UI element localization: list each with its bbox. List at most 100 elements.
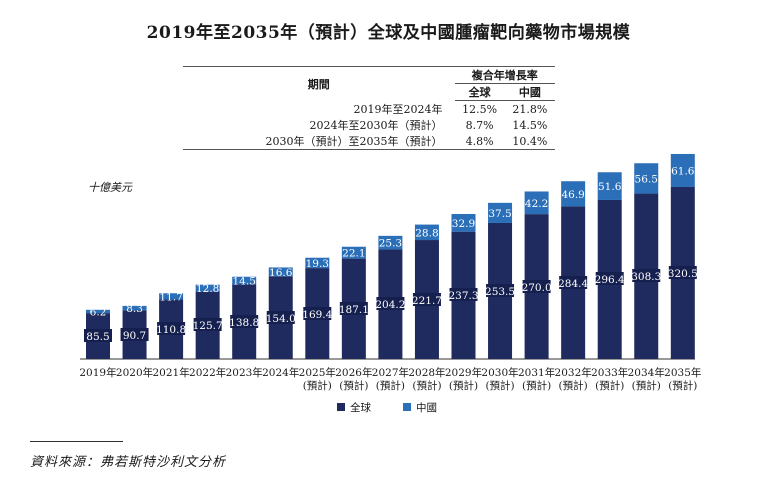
china-value-label: 37.5 xyxy=(488,208,511,220)
x-tick-label: 2019年 xyxy=(79,366,116,379)
legend-swatch-china xyxy=(403,403,411,411)
x-tick-sublabel: (預計) xyxy=(449,379,478,392)
global-value-box xyxy=(193,318,222,331)
x-tick-label: 2020年 xyxy=(116,366,153,379)
china-value-label: 56.5 xyxy=(635,173,658,185)
global-value-box xyxy=(449,288,478,301)
bar-china xyxy=(195,284,220,292)
cagr-row-china: 10.4% xyxy=(504,133,555,150)
china-value-label: 11.7 xyxy=(159,291,182,303)
source-divider xyxy=(30,441,123,442)
x-tick-sublabel: (預計) xyxy=(668,379,697,392)
china-value-label: 46.9 xyxy=(561,189,584,201)
x-tick-sublabel: (預計) xyxy=(303,379,332,392)
global-value-label: 169.4 xyxy=(302,309,332,321)
x-tick-label: 2024年 xyxy=(262,366,299,379)
china-value-label: 61.6 xyxy=(671,165,695,177)
china-value-label: 19.3 xyxy=(306,258,329,270)
bar-china xyxy=(232,276,257,285)
global-value-label: 154.0 xyxy=(266,313,296,325)
global-value-box xyxy=(339,302,368,315)
x-tick-sublabel: (預計) xyxy=(485,379,514,392)
cagr-row-global: 12.5% xyxy=(462,102,498,116)
global-value-label: 125.7 xyxy=(193,320,223,332)
x-tick-sublabel: (預計) xyxy=(339,379,368,392)
x-tick-label: 2027年 xyxy=(372,366,409,379)
x-tick-sublabel: (預計) xyxy=(632,379,661,392)
bar-china xyxy=(268,267,293,277)
global-value-box xyxy=(668,266,697,279)
china-value-label: 22.1 xyxy=(342,248,365,260)
bar-china xyxy=(122,305,147,311)
bar-china xyxy=(159,293,184,300)
china-value-label: 14.5 xyxy=(233,276,256,288)
china-value-label: 8.3 xyxy=(126,303,143,315)
legend-label-china: 中國 xyxy=(416,401,437,414)
cagr-china-header: 中國 xyxy=(504,83,555,101)
global-value-box xyxy=(595,272,624,285)
global-value-label: 237.3 xyxy=(448,290,478,302)
global-value-label: 221.7 xyxy=(412,295,442,307)
cagr-row-period: 2024年至2030年（預計） xyxy=(309,119,443,132)
x-tick-label: 2023年 xyxy=(226,366,263,379)
x-tick-sublabel: (預計) xyxy=(595,379,624,392)
x-tick-label: 2022年 xyxy=(189,366,226,379)
x-tick-label: 2029年 xyxy=(445,366,482,379)
china-value-label: 6.2 xyxy=(90,306,107,318)
global-value-box xyxy=(266,311,295,324)
global-value-box xyxy=(632,269,661,282)
global-value-label: 204.2 xyxy=(375,299,405,311)
x-tick-sublabel: (預計) xyxy=(522,379,551,392)
global-value-box xyxy=(120,328,149,341)
bar-china xyxy=(634,163,659,194)
x-tick-label: 2034年 xyxy=(628,366,665,379)
china-value-label: 51.6 xyxy=(598,181,622,193)
global-value-label: 320.5 xyxy=(668,268,698,280)
china-value-label: 32.9 xyxy=(452,218,475,230)
cagr-group-header: 複合年增長率 xyxy=(454,66,555,84)
x-tick-label: 2025年 xyxy=(299,366,336,379)
x-tick-sublabel: (預計) xyxy=(412,379,441,392)
global-value-box xyxy=(84,329,112,342)
source-note: 資料來源：弗若斯特沙利文分析 xyxy=(30,455,227,470)
bar-china xyxy=(341,246,366,259)
x-tick-label: 2032年 xyxy=(555,366,592,379)
x-tick-label: 2021年 xyxy=(152,366,189,379)
global-value-label: 253.5 xyxy=(485,286,515,298)
x-tick-sublabel: (預計) xyxy=(559,379,588,392)
unit-label: 十億美元 xyxy=(88,181,132,194)
bar-china xyxy=(378,235,403,250)
china-value-label: 42.2 xyxy=(525,198,548,210)
bar-china xyxy=(561,181,586,207)
x-tick-label: 2033年 xyxy=(591,366,628,379)
legend-swatch-global xyxy=(337,403,345,411)
china-value-label: 28.8 xyxy=(415,227,438,239)
bar-china xyxy=(451,214,476,232)
global-value-box xyxy=(303,307,332,320)
x-tick-label: 2028年 xyxy=(408,366,445,379)
global-value-box xyxy=(157,322,186,335)
legend-label-global: 全球 xyxy=(350,401,371,414)
global-value-label: 270.0 xyxy=(522,282,552,294)
x-tick-sublabel: (預計) xyxy=(376,379,405,392)
global-value-label: 110.8 xyxy=(156,324,186,336)
cagr-row-china: 21.8% xyxy=(512,102,548,116)
cagr-row-period: 2030年（預計）至2035年（預計） xyxy=(183,133,455,150)
x-tick-label: 2035年 xyxy=(664,366,701,379)
global-value-label: 90.7 xyxy=(123,330,146,342)
global-value-label: 187.1 xyxy=(339,304,369,316)
cagr-global-header: 全球 xyxy=(454,83,505,101)
global-value-box xyxy=(230,315,259,328)
x-tick-label: 2031年 xyxy=(518,366,555,379)
global-value-label: 284.4 xyxy=(558,278,588,290)
global-value-box xyxy=(376,297,405,310)
bar-china xyxy=(597,172,622,200)
chart-title: 2019年至2035年（預計）全球及中國腫瘤靶向藥物市場規模 xyxy=(146,23,631,43)
global-value-label: 308.3 xyxy=(631,271,661,283)
bar-china xyxy=(488,202,513,223)
global-value-box xyxy=(486,284,515,297)
global-value-label: 85.5 xyxy=(86,331,109,343)
cagr-table: 期間 複合年增長率 全球 中國 2019年至2024年 12.5% 21.8% … xyxy=(183,66,555,150)
bar-china xyxy=(670,153,695,188)
